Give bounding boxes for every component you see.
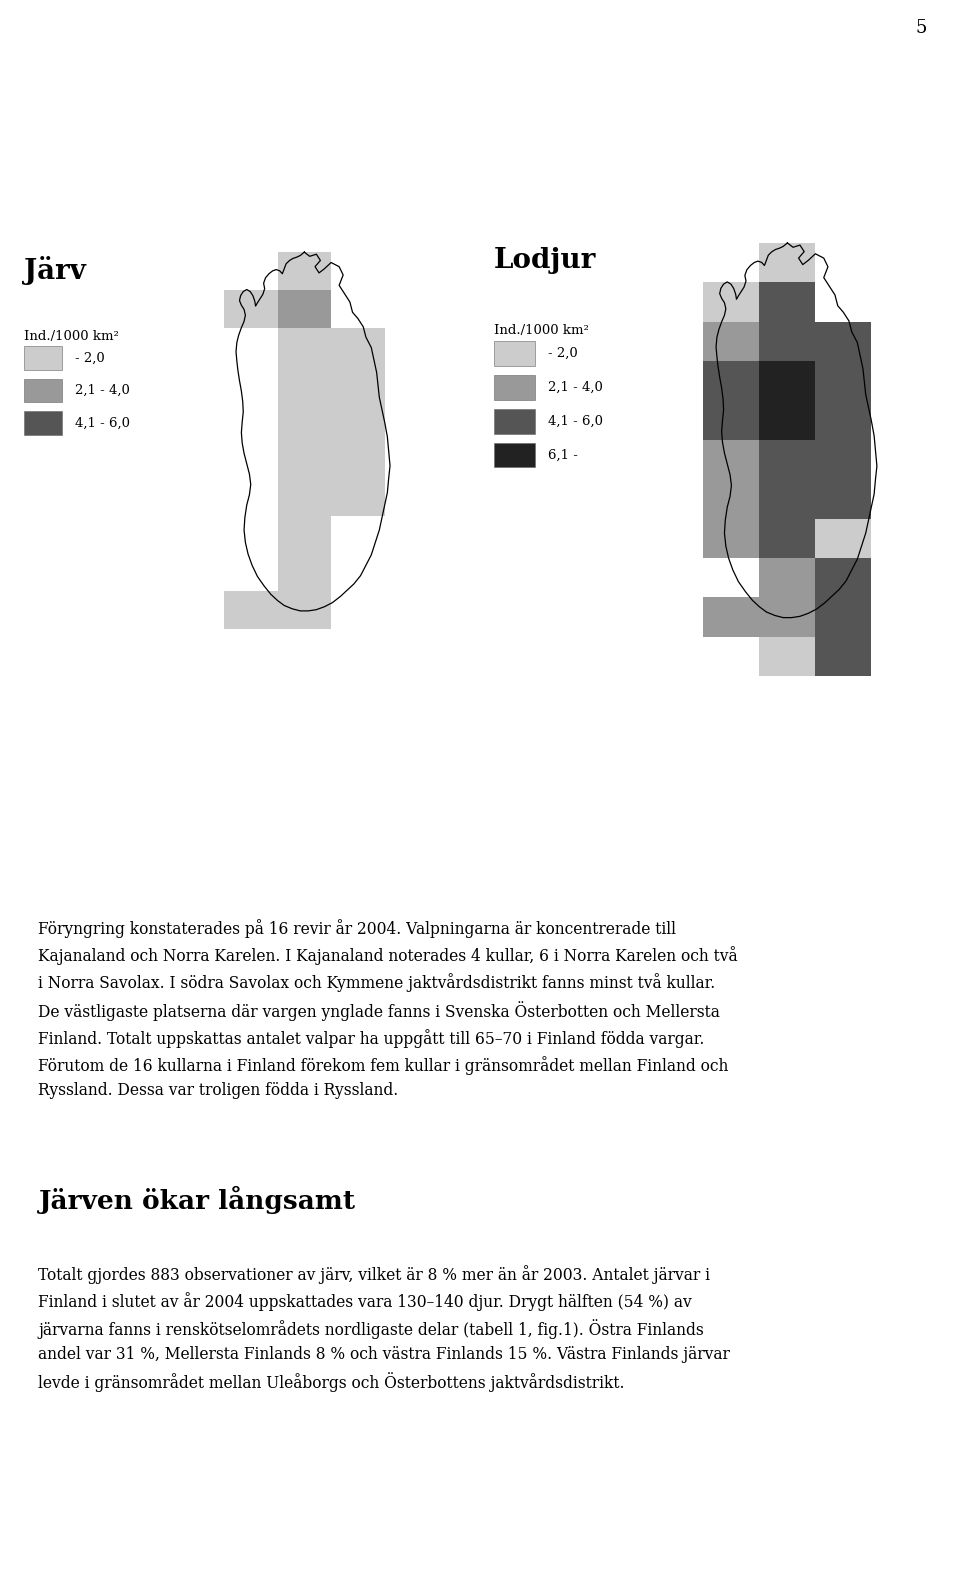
Bar: [759, 361, 815, 401]
Bar: [277, 328, 331, 366]
FancyBboxPatch shape: [23, 412, 62, 435]
Bar: [704, 322, 759, 361]
Bar: [277, 291, 331, 328]
Bar: [759, 518, 815, 558]
Bar: [815, 518, 872, 558]
Bar: [759, 322, 815, 361]
Text: Ind./1000 km²: Ind./1000 km²: [494, 324, 589, 338]
Text: 6,1 -: 6,1 -: [548, 448, 578, 462]
Text: 2,1 - 4,0: 2,1 - 4,0: [76, 383, 131, 397]
Bar: [704, 283, 759, 322]
Bar: [815, 440, 872, 479]
FancyBboxPatch shape: [494, 408, 535, 434]
Bar: [759, 244, 815, 283]
FancyBboxPatch shape: [23, 346, 62, 369]
FancyBboxPatch shape: [494, 443, 535, 468]
Bar: [815, 401, 872, 440]
Text: Järven ökar långsamt: Järven ökar långsamt: [38, 1186, 355, 1214]
Text: - 2,0: - 2,0: [548, 347, 578, 360]
Text: 5: 5: [915, 19, 926, 36]
Text: Ind./1000 km²: Ind./1000 km²: [23, 330, 118, 342]
Text: 2,1 - 4,0: 2,1 - 4,0: [548, 380, 603, 394]
Bar: [277, 253, 331, 291]
Bar: [704, 401, 759, 440]
Bar: [759, 401, 815, 440]
Bar: [704, 440, 759, 479]
Bar: [704, 361, 759, 401]
Text: Lodjur: Lodjur: [494, 248, 596, 275]
Bar: [224, 291, 277, 328]
FancyBboxPatch shape: [23, 379, 62, 402]
Bar: [759, 558, 815, 597]
Text: 4,1 - 6,0: 4,1 - 6,0: [76, 416, 131, 429]
Bar: [277, 441, 331, 478]
Bar: [759, 636, 815, 676]
Bar: [331, 441, 385, 478]
Bar: [331, 478, 385, 515]
Bar: [277, 515, 331, 553]
Bar: [277, 404, 331, 441]
Bar: [815, 558, 872, 597]
Bar: [815, 479, 872, 518]
FancyBboxPatch shape: [494, 341, 535, 366]
Bar: [759, 479, 815, 518]
Bar: [704, 518, 759, 558]
Bar: [277, 366, 331, 404]
Bar: [277, 553, 331, 591]
Bar: [759, 440, 815, 479]
Bar: [277, 591, 331, 628]
Bar: [331, 366, 385, 404]
Bar: [815, 597, 872, 636]
Bar: [704, 597, 759, 636]
Text: Järv: Järv: [23, 256, 85, 286]
Bar: [331, 404, 385, 441]
Bar: [815, 636, 872, 676]
Bar: [815, 361, 872, 401]
Text: Totalt gjordes 883 observationer av järv, vilket är 8 % mer än år 2003. Antalet : Totalt gjordes 883 observationer av järv…: [38, 1265, 731, 1392]
FancyBboxPatch shape: [494, 375, 535, 399]
Bar: [759, 283, 815, 322]
Text: 4,1 - 6,0: 4,1 - 6,0: [548, 415, 603, 427]
Bar: [759, 597, 815, 636]
Text: Föryngring konstaterades på 16 revir år 2004. Valpningarna är koncentrerade till: Föryngring konstaterades på 16 revir år …: [38, 919, 738, 1100]
Bar: [704, 479, 759, 518]
Text: - 2,0: - 2,0: [76, 352, 105, 364]
Bar: [815, 322, 872, 361]
Bar: [224, 591, 277, 628]
Bar: [331, 328, 385, 366]
Bar: [277, 478, 331, 515]
